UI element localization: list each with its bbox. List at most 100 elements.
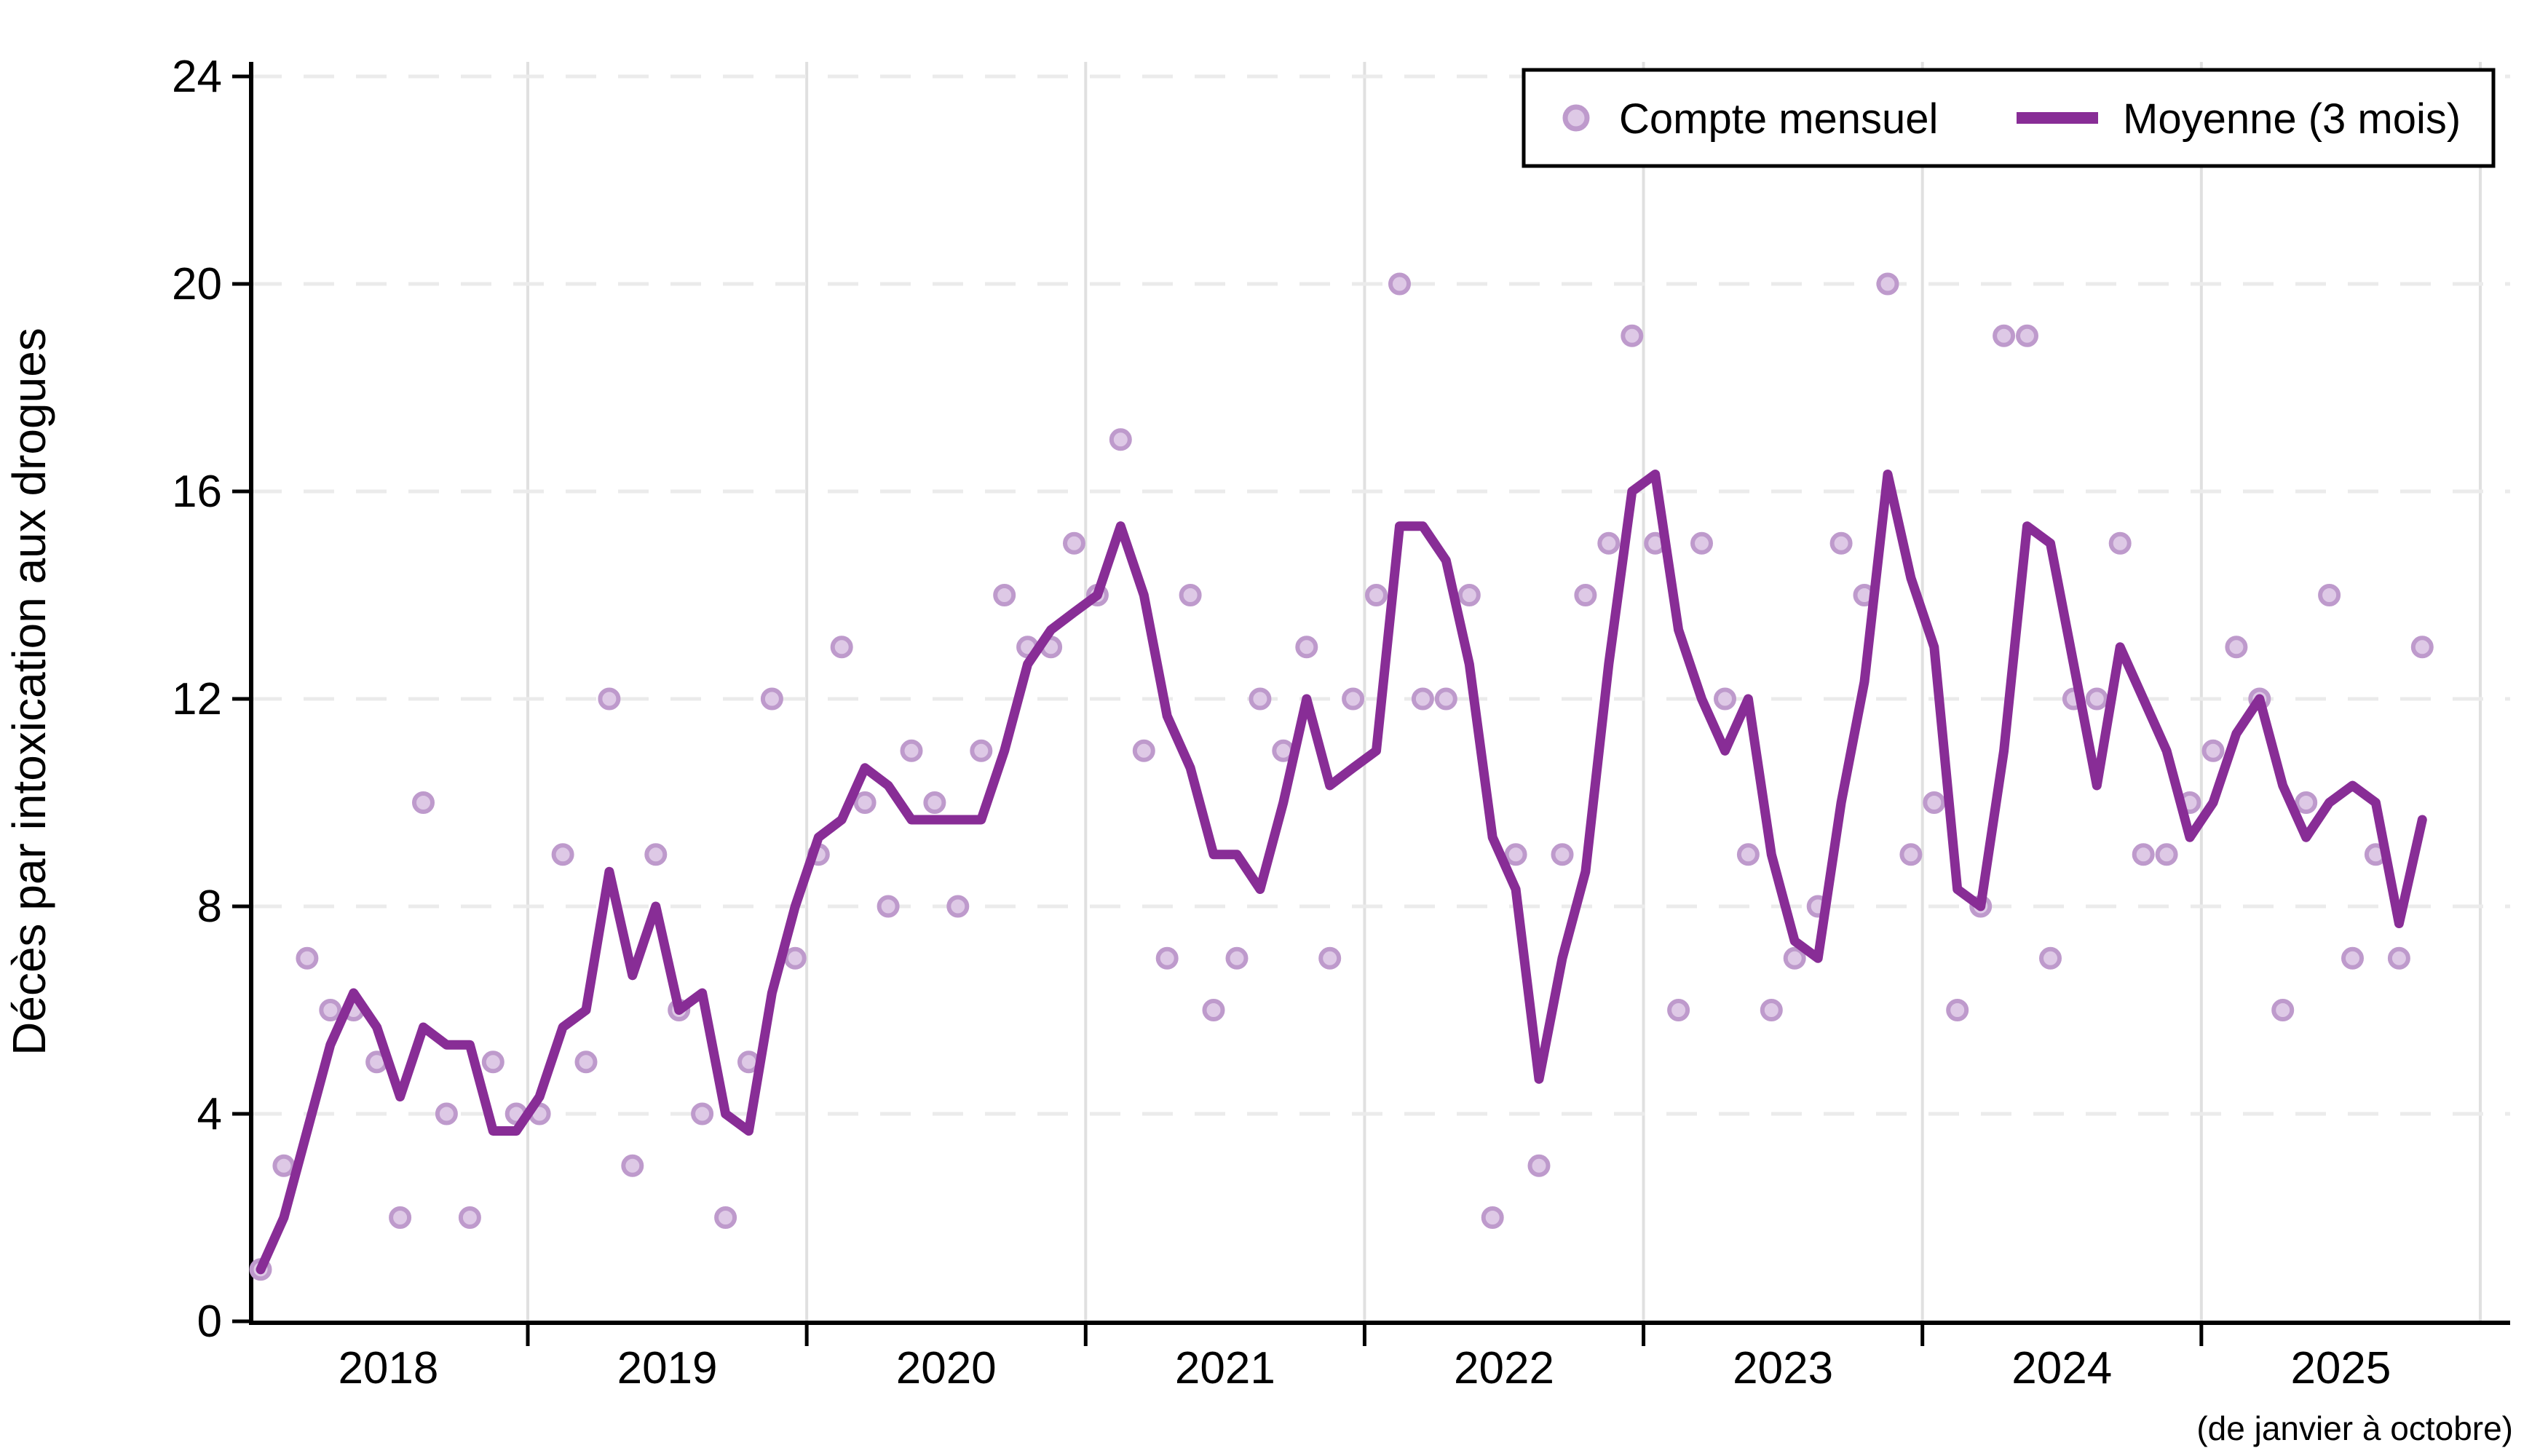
data-point-monthly-count: [946, 895, 970, 918]
data-point-monthly-count: [574, 1051, 598, 1074]
data-point-monthly-count: [1551, 843, 1574, 866]
y-tick-label: 24: [172, 52, 222, 102]
data-point-monthly-count: [714, 1206, 737, 1229]
data-point-monthly-count: [1365, 584, 1388, 606]
legend-label-moving-average: Moyenne (3 mois): [2123, 95, 2461, 143]
data-point-monthly-count: [644, 843, 668, 866]
data-point-monthly-count: [760, 687, 783, 711]
data-point-monthly-count: [1597, 531, 1621, 555]
legend: Compte mensuel Moyenne (3 mois): [1522, 68, 2496, 168]
data-point-monthly-count: [1876, 272, 1899, 296]
data-point-monthly-count: [1621, 324, 1644, 347]
data-point-monthly-count: [1342, 687, 1365, 711]
data-point-monthly-count: [1481, 1206, 1504, 1229]
data-point-monthly-count: [1063, 531, 1085, 555]
monthly-count-legend-marker-icon: [1562, 104, 1590, 132]
data-point-monthly-count: [272, 1154, 296, 1177]
x-tick-label-year: 2022: [1454, 1343, 1554, 1393]
moving-average-series: [256, 470, 2427, 1275]
data-point-monthly-count: [1457, 584, 1481, 606]
data-point-monthly-count: [1760, 999, 1783, 1021]
data-point-monthly-count: [993, 584, 1016, 606]
data-point-monthly-count: [1574, 584, 1597, 606]
data-point-monthly-count: [1504, 843, 1527, 866]
data-point-monthly-count: [2108, 531, 2132, 555]
data-point-monthly-count: [830, 636, 853, 659]
legend-label-monthly-count: Compte mensuel: [1619, 95, 1938, 143]
data-point-monthly-count: [1946, 999, 1969, 1021]
y-tick-label: 16: [172, 467, 222, 517]
moving-average-path: [256, 470, 2427, 1275]
data-point-monthly-count: [923, 791, 946, 814]
axis-ticks: [232, 74, 2204, 1346]
x-tick-label-year: 2023: [1733, 1343, 1833, 1393]
data-point-monthly-count: [1225, 946, 1249, 970]
y-tick-label: 8: [197, 882, 222, 932]
data-point-monthly-count: [389, 1206, 412, 1229]
data-point-monthly-count: [2016, 324, 2038, 347]
data-point-monthly-count: [1667, 999, 1690, 1021]
data-point-monthly-count: [1923, 791, 1946, 814]
data-point-monthly-count: [970, 739, 993, 762]
data-point-monthly-count: [551, 843, 574, 866]
data-point-monthly-count: [2410, 636, 2434, 659]
data-point-monthly-count: [900, 739, 923, 762]
data-point-monthly-count: [435, 1102, 458, 1125]
data-point-monthly-count: [1829, 531, 1853, 555]
data-point-monthly-count: [2201, 739, 2225, 762]
data-point-monthly-count: [1527, 1154, 1551, 1177]
x-tick-label-year: 2020: [896, 1343, 997, 1393]
x-tick-label-year: 2024: [2011, 1343, 2112, 1393]
x-tick-label-year: 2018: [338, 1343, 438, 1393]
data-point-monthly-count: [1388, 272, 1411, 296]
x-tick-label-year: 2021: [1175, 1343, 1275, 1393]
y-tick-label: 20: [172, 259, 222, 309]
data-point-monthly-count: [1132, 739, 1155, 762]
data-point-monthly-count: [1899, 843, 1923, 866]
data-point-monthly-count: [412, 791, 435, 814]
data-point-monthly-count: [1783, 946, 1806, 970]
data-point-monthly-count: [691, 1102, 714, 1125]
data-point-monthly-count: [1411, 687, 1434, 711]
data-point-monthly-count: [1736, 843, 1760, 866]
data-point-monthly-count: [1318, 946, 1342, 970]
data-point-monthly-count: [2318, 584, 2341, 606]
x-tick-label-year: 2019: [617, 1343, 718, 1393]
y-tick-label: 12: [172, 674, 222, 724]
data-point-monthly-count: [1295, 636, 1318, 659]
data-point-monthly-count: [2085, 687, 2108, 711]
data-point-monthly-count: [1155, 946, 1179, 970]
data-point-monthly-count: [1109, 428, 1132, 451]
data-point-monthly-count: [1714, 687, 1736, 711]
data-point-monthly-count: [458, 1206, 481, 1229]
data-point-monthly-count: [481, 1051, 505, 1074]
y-axis-title: Décès par intoxication aux drogues: [3, 328, 55, 1056]
x-tick-label-year: 2025: [2290, 1343, 2391, 1393]
data-point-monthly-count: [2155, 843, 2178, 866]
data-point-monthly-count: [783, 946, 807, 970]
data-point-monthly-count: [1202, 999, 1225, 1021]
vertical-gridlines: [526, 62, 2482, 1321]
data-point-monthly-count: [598, 687, 621, 711]
x-axis-footnote: (de janvier à octobre): [2196, 1409, 2513, 1447]
data-point-monthly-count: [2225, 636, 2248, 659]
data-point-monthly-count: [1249, 687, 1272, 711]
data-point-monthly-count: [296, 946, 319, 970]
data-point-monthly-count: [2132, 843, 2155, 866]
y-tick-label: 4: [197, 1089, 222, 1139]
data-point-monthly-count: [319, 999, 342, 1021]
y-tick-label: 0: [197, 1297, 222, 1347]
data-point-monthly-count: [2387, 946, 2410, 970]
data-point-monthly-count: [1993, 324, 2016, 347]
data-point-monthly-count: [1434, 687, 1457, 711]
monthly-count-series: [249, 272, 2434, 1281]
data-point-monthly-count: [2341, 946, 2364, 970]
data-point-monthly-count: [2271, 999, 2295, 1021]
data-point-monthly-count: [621, 1154, 644, 1177]
data-point-monthly-count: [1690, 531, 1713, 555]
data-point-monthly-count: [1179, 584, 1202, 606]
data-point-monthly-count: [2039, 946, 2062, 970]
